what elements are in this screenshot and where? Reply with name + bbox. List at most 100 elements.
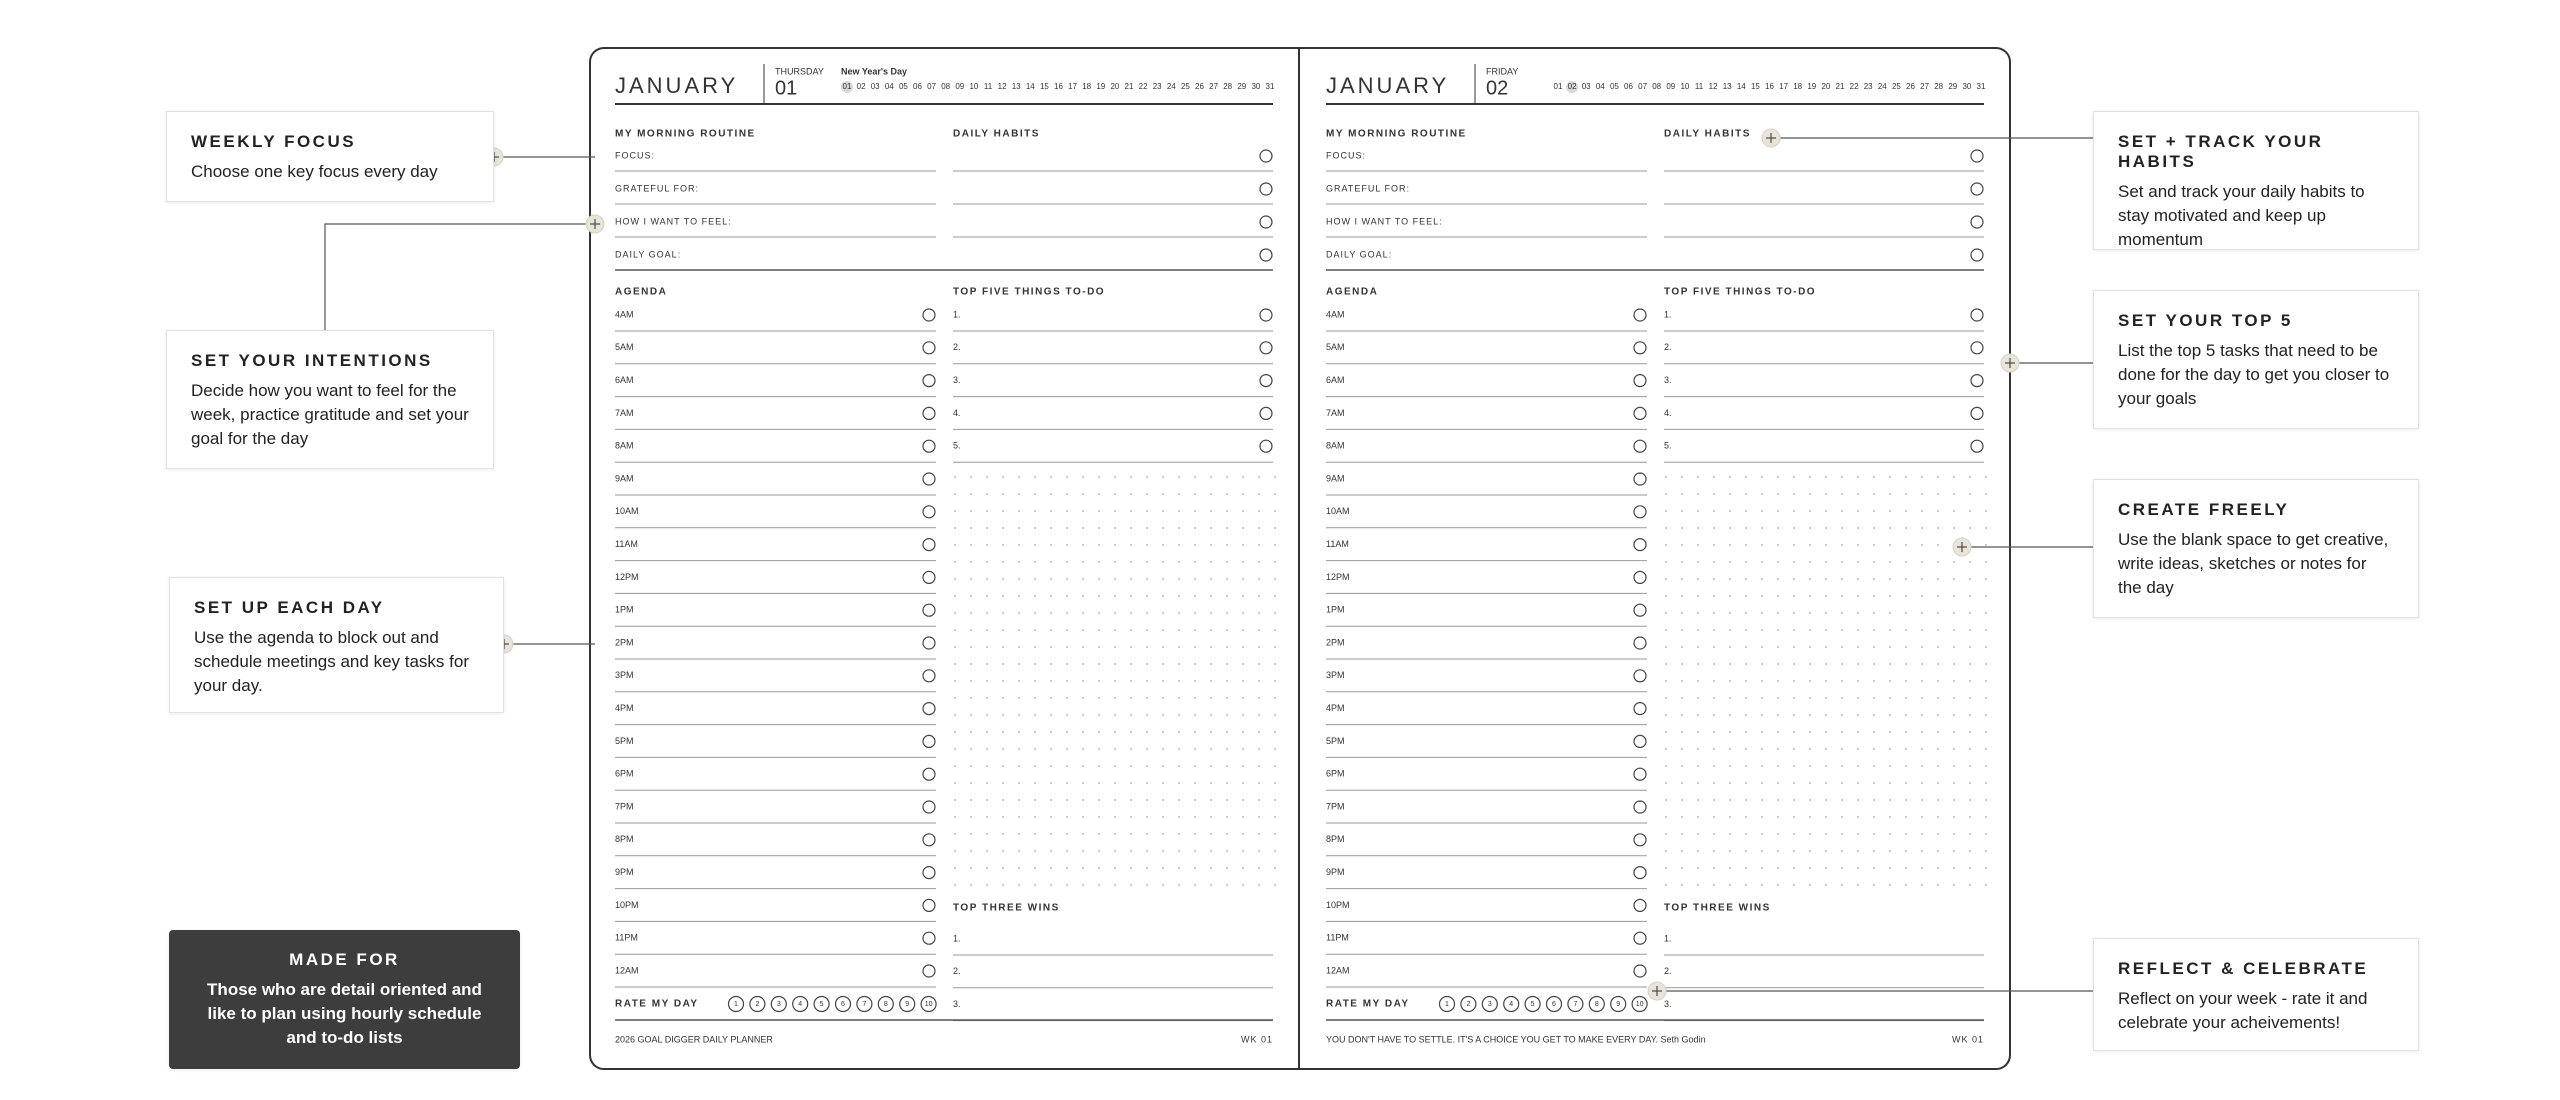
dot [1921, 612, 1923, 614]
hour: 4PM [1326, 703, 1345, 713]
dot [1665, 527, 1667, 529]
dot [1681, 731, 1683, 733]
checkbox [1633, 734, 1647, 749]
dot [1841, 799, 1843, 801]
dot [1082, 765, 1084, 767]
dot [1665, 833, 1667, 835]
dot [1761, 493, 1763, 495]
dot [1082, 680, 1084, 682]
dot [1793, 867, 1795, 869]
dot [1841, 510, 1843, 512]
dot [1018, 527, 1020, 529]
dot [1242, 595, 1244, 597]
dot [1258, 850, 1260, 852]
dot [1745, 544, 1747, 546]
dot [1937, 578, 1939, 580]
dot [1697, 612, 1699, 614]
checkbox [922, 636, 936, 650]
dot [1114, 833, 1116, 835]
dot [1178, 646, 1180, 648]
dot [1194, 646, 1196, 648]
date: 14 [1026, 82, 1035, 91]
dot [1777, 476, 1779, 478]
dot [1809, 561, 1811, 563]
dot [1018, 765, 1020, 767]
dot [1713, 663, 1715, 665]
dot [1809, 782, 1811, 784]
hour: 6AM [615, 375, 634, 385]
dot [1018, 816, 1020, 818]
todo-number: 1. [1664, 309, 1672, 319]
hour: 4PM [615, 703, 634, 713]
dot [1873, 663, 1875, 665]
dot [1953, 561, 1955, 563]
dot [1745, 578, 1747, 580]
dot [1258, 578, 1260, 580]
dot [1002, 663, 1004, 665]
date: 20 [1110, 82, 1119, 91]
dot [1114, 867, 1116, 869]
hour: 9PM [1326, 867, 1345, 877]
dot [954, 799, 956, 801]
dot [1809, 697, 1811, 699]
dot [1937, 510, 1939, 512]
checkbox [922, 701, 936, 716]
rating: 3 [777, 1001, 781, 1008]
win-number: 3. [953, 999, 961, 1009]
dot [1921, 714, 1923, 716]
dot [1953, 884, 1955, 886]
dot [1777, 816, 1779, 818]
rating-circle [834, 995, 852, 1013]
dot [1082, 612, 1084, 614]
dot [954, 697, 956, 699]
win-number: 1. [1664, 933, 1672, 943]
dot [1857, 697, 1859, 699]
dot [1066, 527, 1068, 529]
dot [1002, 731, 1004, 733]
dot [1681, 493, 1683, 495]
date: 26 [1906, 82, 1915, 91]
dot [1889, 629, 1891, 631]
dot [1985, 697, 1987, 699]
dot [1745, 680, 1747, 682]
dot [1841, 578, 1843, 580]
dot [986, 663, 988, 665]
dot [1194, 816, 1196, 818]
dot [1729, 493, 1731, 495]
dot [1242, 629, 1244, 631]
date: 10 [1680, 82, 1689, 91]
dot [1905, 595, 1907, 597]
dot [1665, 697, 1667, 699]
checkbox [1259, 149, 1273, 163]
dot [1034, 748, 1036, 750]
dot [1857, 629, 1859, 631]
date: 07 [927, 82, 936, 91]
dot [1098, 833, 1100, 835]
dot [1969, 561, 1971, 563]
dot [1034, 646, 1036, 648]
dot [954, 629, 956, 631]
dot [1729, 561, 1731, 563]
rating: 8 [884, 1001, 888, 1008]
dot [986, 493, 988, 495]
hour: 1PM [615, 605, 634, 615]
dot [970, 782, 972, 784]
dot [1146, 782, 1148, 784]
hour: 10PM [1326, 900, 1350, 910]
dot [1098, 816, 1100, 818]
dot [1162, 731, 1164, 733]
dot [1178, 578, 1180, 580]
checkbox [1633, 669, 1647, 683]
dot [1146, 493, 1148, 495]
dot [1178, 612, 1180, 614]
dot [1050, 816, 1052, 818]
dot [986, 629, 988, 631]
dot [1777, 680, 1779, 682]
dot [1793, 748, 1795, 750]
dot [1985, 527, 1987, 529]
dot [1985, 714, 1987, 716]
dot [1146, 544, 1148, 546]
dot [1985, 646, 1987, 648]
dot [1681, 714, 1683, 716]
dot [1889, 544, 1891, 546]
